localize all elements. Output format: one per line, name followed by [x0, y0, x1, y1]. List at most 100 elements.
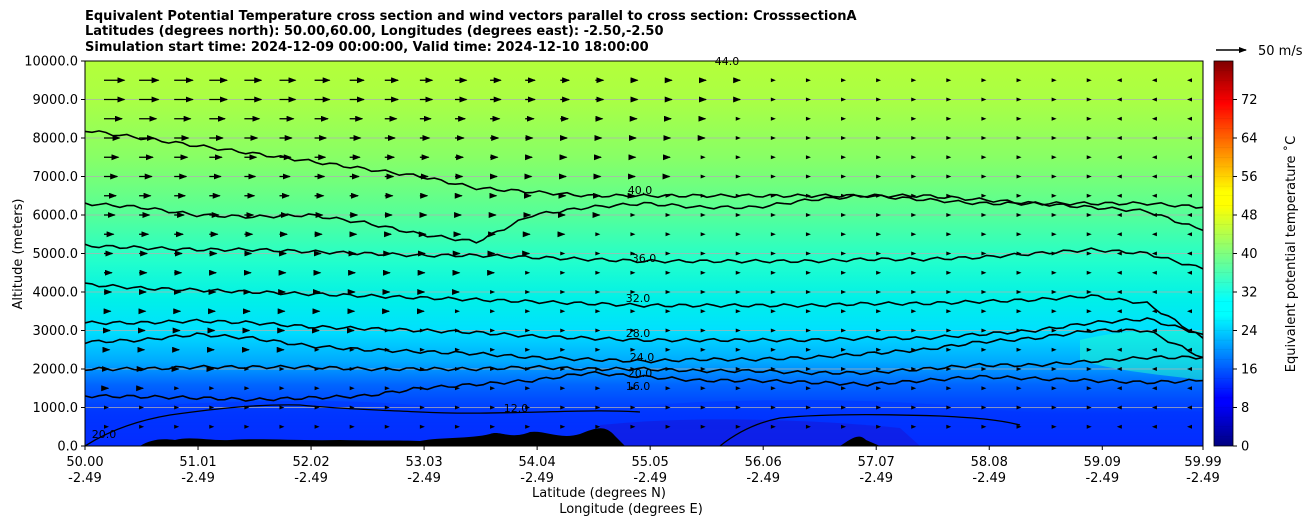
- wind-vector: [665, 270, 671, 275]
- wind-vector: [911, 386, 917, 391]
- contour-line: [85, 404, 1021, 446]
- wind-vector: [630, 309, 636, 314]
- wind-vector: [911, 328, 917, 333]
- wind-vector: [1016, 251, 1022, 256]
- wind-vector: [1051, 78, 1057, 83]
- wind-vector: [981, 213, 987, 217]
- wind-vector: [209, 424, 215, 429]
- contour-line: [85, 355, 1203, 376]
- wind-vector: [595, 347, 601, 352]
- wind-vector: [314, 347, 320, 352]
- wind-vector: [700, 232, 706, 237]
- x-tick-label-lon: -2.49: [294, 471, 328, 486]
- wind-vector: [560, 309, 566, 314]
- x-tick-label-lon: -2.49: [633, 471, 667, 486]
- wind-vector: [1016, 424, 1022, 429]
- wind-vector: [981, 424, 987, 429]
- wind-vector: [981, 232, 987, 237]
- wind-vector: [1051, 193, 1057, 198]
- wind-vector: [876, 251, 882, 256]
- wind-vector: [1151, 97, 1157, 102]
- wind-vector: [735, 424, 741, 429]
- wind-vector: [770, 251, 776, 256]
- wind-vector: [1086, 174, 1092, 179]
- wind-vector: [876, 405, 882, 410]
- wind-vector: [1116, 405, 1122, 410]
- x-tick-label-lon: -2.49: [407, 471, 441, 486]
- x-axis-ticks: 50.00-2.4951.01-2.4952.02-2.4953.03-2.49…: [66, 446, 1222, 486]
- y-tick-label: 10000.0: [24, 55, 78, 70]
- wind-vector: [1116, 155, 1122, 160]
- wind-vector: [1187, 290, 1192, 294]
- wind-vector: [946, 328, 952, 333]
- wind-vector: [1187, 309, 1192, 314]
- wind-vector: [454, 405, 460, 410]
- wind-vector: [876, 213, 882, 217]
- wind-vector: [1116, 386, 1122, 391]
- wind-vector: [139, 424, 145, 429]
- wind-vector: [1151, 270, 1157, 275]
- wind-vector: [700, 251, 706, 256]
- wind-vector: [841, 309, 847, 314]
- wind-vector: [805, 232, 811, 237]
- wind-vector: [595, 270, 601, 275]
- wind-vector: [1151, 155, 1157, 160]
- wind-vector: [735, 136, 741, 140]
- wind-vector: [1086, 78, 1092, 83]
- wind-vector: [981, 116, 987, 121]
- wind-vector: [1051, 97, 1057, 102]
- contour-label: 20.0: [92, 428, 117, 441]
- wind-vector: [981, 367, 987, 371]
- wind-vector: [841, 424, 847, 429]
- wind-vector: [349, 367, 355, 371]
- wind-vector: [1016, 328, 1022, 333]
- wind-vector: [946, 136, 952, 140]
- wind-vector: [876, 386, 882, 391]
- wind-vector: [911, 290, 917, 294]
- wind-vector: [735, 290, 741, 294]
- wind-vector: [525, 424, 531, 429]
- x-tick-label-lon: -2.49: [181, 471, 215, 486]
- wind-vector: [665, 347, 671, 352]
- wind-vector: [735, 386, 741, 391]
- wind-vector: [314, 405, 320, 410]
- wind-vector: [841, 213, 847, 217]
- wind-vector: [595, 405, 601, 410]
- wind-vector: [805, 424, 811, 429]
- wind-vector: [946, 97, 952, 102]
- wind-vector: [700, 213, 706, 217]
- wind-vector: [876, 97, 882, 102]
- wind-vector: [700, 328, 706, 333]
- wind-vector: [876, 367, 882, 371]
- wind-vector: [314, 367, 320, 371]
- wind-vector: [1187, 193, 1192, 198]
- wind-vector: [735, 347, 741, 352]
- x-tick-label-lat: 54.04: [519, 455, 556, 470]
- wind-vector: [1151, 116, 1157, 121]
- wind-vector: [1116, 424, 1122, 429]
- wind-vector: [279, 367, 285, 371]
- wind-vector: [525, 328, 531, 333]
- wind-vector: [1086, 386, 1092, 391]
- x-tick-label-lat: 58.08: [971, 455, 1008, 470]
- contour-line: [85, 328, 1203, 364]
- wind-vector: [805, 78, 811, 83]
- colorbar-ticks: 0 8 16 24 32 40 48 56 64 72: [1233, 93, 1258, 455]
- wind-vector: [946, 193, 952, 198]
- wind-vector: [595, 367, 601, 371]
- wind-vector: [1016, 290, 1022, 294]
- wind-vector: [349, 347, 355, 352]
- colorbar-bands: [1214, 70, 1233, 437]
- wind-vector: [700, 155, 706, 160]
- x-tick-label-lon: -2.49: [1085, 471, 1119, 486]
- wind-vector: [419, 424, 425, 429]
- wind-vector: [209, 386, 215, 391]
- wind-vector: [876, 328, 882, 333]
- wind-vector: [560, 367, 566, 371]
- wind-vector: [595, 328, 601, 333]
- wind-vector: [1116, 367, 1122, 371]
- wind-vector: [384, 424, 390, 429]
- wind-vector: [1086, 424, 1092, 429]
- wind-vector: [1187, 328, 1192, 333]
- wind-vector: [876, 136, 882, 140]
